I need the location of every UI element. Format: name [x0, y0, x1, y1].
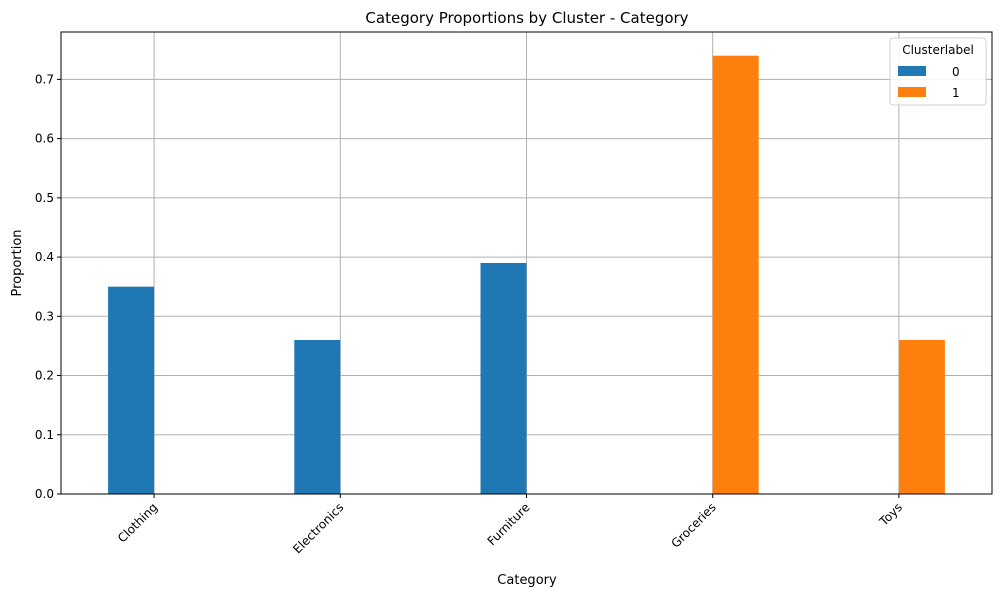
- bars: [108, 55, 945, 494]
- y-axis: 0.0 0.1 0.2 0.3 0.4 0.5 0.6 0.7: [35, 72, 61, 501]
- y-tick-label: 0.0: [35, 487, 54, 501]
- y-tick-label: 0.3: [35, 309, 54, 323]
- x-tick-label: Furniture: [485, 500, 533, 548]
- bar-series-0-furniture: [480, 263, 527, 494]
- x-tick-label: Toys: [876, 500, 905, 529]
- x-axis-title: Category: [497, 573, 557, 588]
- legend-label-0: 0: [952, 65, 960, 79]
- x-tick-label: Clothing: [115, 500, 160, 545]
- legend-swatch-0: [898, 66, 926, 76]
- x-tick-label: Electronics: [290, 500, 346, 556]
- y-tick-label: 0.1: [35, 428, 54, 442]
- y-tick-label: 0.4: [35, 250, 54, 264]
- legend-title: Clusterlabel: [902, 43, 974, 57]
- chart-title: Category Proportions by Cluster - Catego…: [365, 9, 688, 27]
- y-tick-label: 0.7: [35, 72, 54, 86]
- bar-series-1-toys: [898, 340, 945, 494]
- bar-series-1-groceries: [712, 55, 759, 494]
- y-tick-label: 0.6: [35, 132, 54, 146]
- y-axis-title: Proportion: [10, 229, 25, 296]
- legend-label-1: 1: [952, 86, 960, 100]
- x-axis: Clothing Electronics Furniture Groceries Toy…: [115, 494, 905, 556]
- bar-series-0-electronics: [294, 340, 341, 494]
- y-tick-label: 0.2: [35, 369, 54, 383]
- y-tick-label: 0.5: [35, 191, 54, 205]
- bar-series-0-clothing: [108, 286, 155, 494]
- legend-swatch-1: [898, 87, 926, 97]
- legend: Clusterlabel 0 1: [889, 37, 987, 106]
- x-tick-label: Groceries: [668, 500, 718, 550]
